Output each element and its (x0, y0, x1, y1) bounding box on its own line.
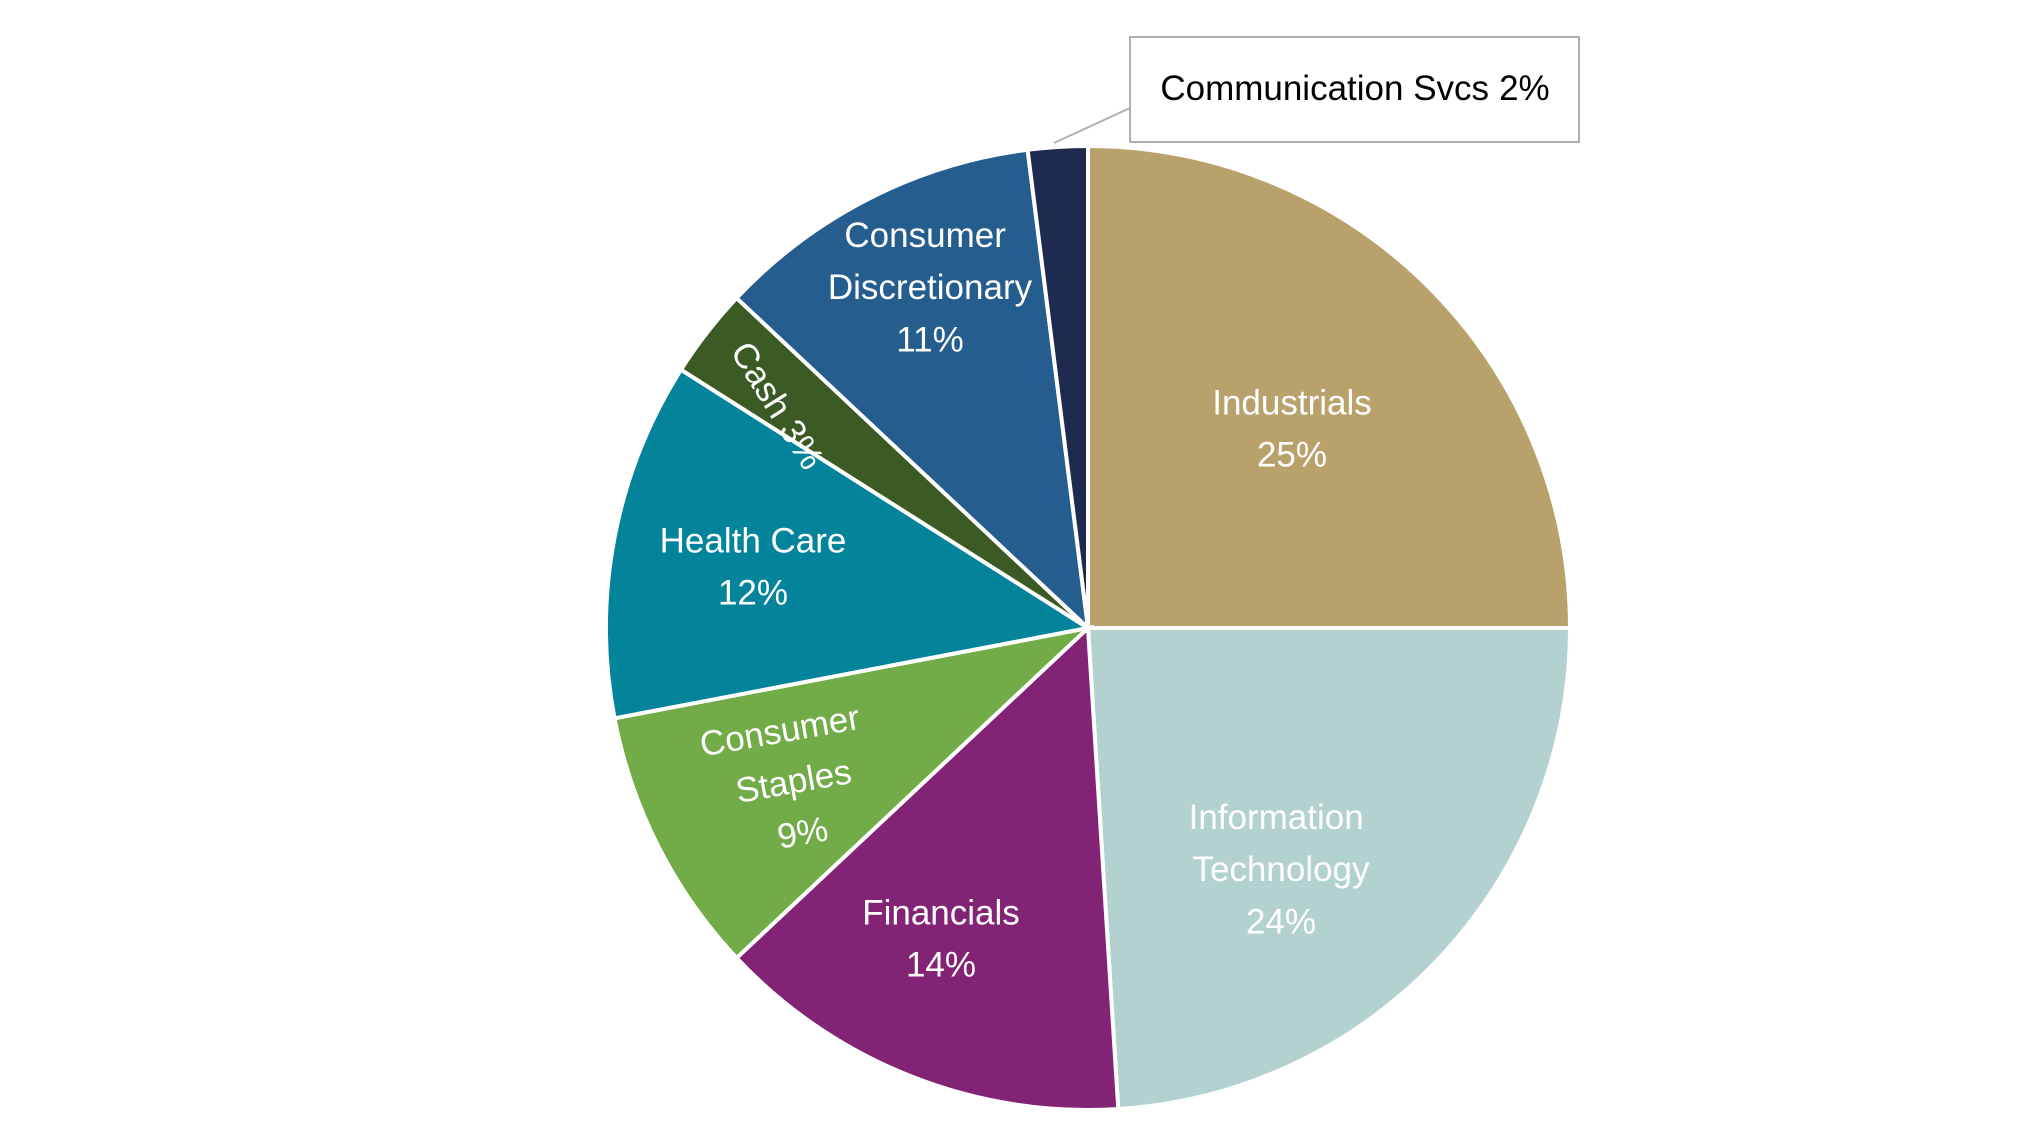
category-label: Health Care (660, 521, 847, 560)
data-label: Communication Svcs 2% (1160, 69, 1549, 108)
data-label: Financials 14% (862, 893, 1020, 984)
value-label: 14% (906, 945, 976, 984)
value-label: 11% (896, 320, 963, 359)
callout-leader (1053, 107, 1131, 144)
value-label: 12% (718, 573, 788, 612)
pie-slice (612, 624, 1095, 961)
category-label: Information Technology (1189, 798, 1374, 889)
pie-slice (1085, 626, 1573, 1112)
data-label: Consumer Discretionary 11% (828, 216, 1033, 359)
value-label: 9% (774, 809, 831, 856)
value-label: 24% (1246, 902, 1316, 941)
value-label: 2% (1499, 69, 1550, 108)
data-label: Health Care 12% (660, 521, 847, 612)
category-label: Financials (862, 893, 1020, 932)
pie-slice (1086, 143, 1573, 630)
callout-box (1129, 36, 1580, 143)
data-label: Information Technology 24% (1189, 798, 1374, 941)
pie-slice (604, 366, 1094, 721)
category-label: Communication Svcs (1160, 69, 1489, 108)
value-label: 25% (1257, 435, 1327, 474)
pie-slice (733, 623, 1121, 1112)
category-label: Consumer Discretionary (828, 216, 1033, 307)
data-label: Industrials 25% (1212, 383, 1372, 474)
pie-slice (1025, 143, 1090, 629)
pie-slice (733, 147, 1091, 634)
category-label: Industrials (1212, 383, 1372, 422)
data-label-text: Communication Svcs 2% (1160, 69, 1549, 108)
